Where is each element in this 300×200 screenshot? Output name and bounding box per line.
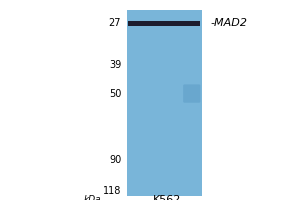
Text: -MAD2: -MAD2 <box>211 18 248 28</box>
FancyBboxPatch shape <box>183 84 200 103</box>
Text: 90: 90 <box>109 155 121 165</box>
Bar <box>127 10 202 196</box>
Text: 39: 39 <box>109 60 121 70</box>
Text: 50: 50 <box>109 89 121 99</box>
Text: kDa: kDa <box>84 195 101 200</box>
Text: 27: 27 <box>109 18 121 28</box>
Text: 118: 118 <box>103 186 121 196</box>
Bar <box>128 21 200 26</box>
Text: K562: K562 <box>153 195 181 200</box>
